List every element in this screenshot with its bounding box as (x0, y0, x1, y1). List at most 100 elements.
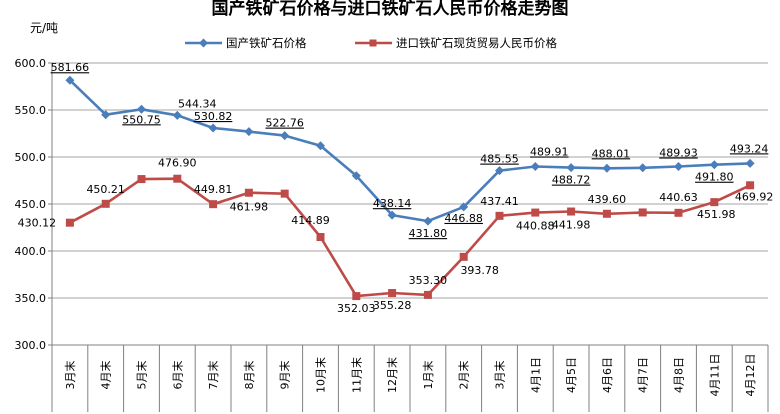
x-category-label: 1月末 (421, 361, 435, 390)
data-label-import: 353.30 (409, 274, 448, 287)
x-category-label: 3月末 (63, 361, 77, 390)
series-lines (68, 79, 751, 298)
x-category-label: 2月末 (457, 361, 471, 390)
data-label-import: 440.88 (516, 220, 555, 233)
data-point-domestic (280, 131, 290, 141)
data-label-domestic: 581.66 (51, 61, 90, 74)
chart-title: 国产铁矿石价格与进口铁矿石人民币价格走势图 (212, 0, 569, 19)
y-tick-label: 600.0 (15, 57, 47, 70)
data-point-import (638, 208, 647, 217)
data-point-domestic (316, 141, 325, 151)
y-tick-label: 350.0 (15, 292, 47, 305)
data-point-import (280, 189, 289, 198)
data-label-domestic: 446.88 (444, 212, 483, 225)
data-point-import (209, 200, 218, 209)
x-category-label: 7月末 (206, 361, 220, 390)
data-label-import: 437.41 (480, 195, 519, 208)
x-category-label: 4月5日 (565, 357, 578, 393)
data-point-import (388, 289, 397, 298)
legend-square-marker (369, 39, 377, 47)
data-label-import: 352.03 (337, 302, 376, 315)
data-label-import: 355.28 (373, 299, 412, 312)
data-label-domestic: 491.80 (695, 171, 734, 184)
legend-label-domestic: 国产铁矿石价格 (226, 36, 307, 50)
data-label-import: 461.98 (230, 201, 269, 214)
data-point-import (352, 292, 361, 301)
y-axis-unit: 元/吨 (30, 21, 58, 35)
data-point-domestic (674, 161, 683, 171)
y-tick-label: 450.0 (15, 198, 47, 211)
data-point-import (423, 290, 432, 299)
data-label-import: 441.98 (552, 219, 591, 232)
x-category-label: 5月末 (135, 361, 149, 390)
series-markers (65, 75, 755, 301)
data-point-domestic (351, 171, 361, 181)
data-point-domestic (423, 216, 433, 226)
x-category-label: 4月12日 (744, 354, 757, 397)
x-category-label: 4月8日 (673, 357, 686, 393)
data-label-domestic: 544.34 (178, 97, 217, 110)
data-label-import: 449.81 (194, 183, 233, 196)
data-label-domestic: 485.55 (480, 153, 519, 166)
data-label-domestic: 522.76 (265, 117, 304, 130)
data-point-import (459, 252, 468, 261)
x-category-label: 4月6日 (601, 357, 614, 393)
data-label-import: 414.89 (291, 214, 330, 227)
data-label-import: 430.12 (18, 217, 57, 230)
data-point-domestic (495, 166, 504, 176)
data-point-import (173, 174, 182, 183)
data-point-import (316, 233, 325, 242)
data-label-import: 450.21 (86, 183, 125, 196)
series-line-0 (68, 79, 751, 223)
data-point-domestic (101, 110, 111, 120)
data-point-domestic (566, 163, 576, 173)
data-point-import (567, 207, 576, 216)
data-point-domestic (387, 210, 397, 220)
data-label-domestic: 488.72 (552, 174, 591, 187)
data-point-domestic (638, 163, 648, 173)
data-point-domestic (459, 202, 469, 212)
x-category-label: 10月末 (314, 357, 328, 393)
data-point-domestic (709, 160, 719, 170)
data-label-domestic: 431.80 (409, 227, 448, 240)
axes (48, 62, 769, 412)
y-tick-label: 300.0 (15, 339, 47, 352)
data-label-import: 439.60 (588, 193, 627, 206)
data-label-import: 451.98 (697, 208, 736, 221)
data-label-import: 440.63 (659, 191, 698, 204)
data-point-domestic (745, 158, 755, 168)
data-label-domestic: 488.01 (592, 147, 631, 160)
x-category-label: 6月末 (170, 361, 184, 390)
data-point-domestic (65, 75, 75, 85)
y-tick-labels: 300.0 350.0 400.0 450.0 500.0 550.0 600.0 (15, 57, 47, 352)
data-point-domestic (137, 104, 146, 114)
x-category-label: 8月末 (242, 361, 256, 390)
x-category-label: 3月末 (493, 361, 507, 390)
x-category-label: 4月7日 (637, 357, 650, 393)
data-point-domestic (530, 161, 540, 171)
y-tick-label: 500.0 (15, 151, 47, 164)
data-point-import (65, 218, 74, 227)
data-point-domestic (244, 127, 254, 137)
data-point-import (137, 175, 146, 184)
x-category-label: 4月11日 (708, 354, 721, 397)
y-tick-label: 550.0 (15, 104, 47, 117)
data-label-domestic: 530.82 (194, 110, 233, 123)
data-point-import (244, 188, 253, 197)
x-category-labels: 3月末 4月末 5月末 6月末 7月末 8月末 9月末 10月末 11月末 12月末 1月末 2月末 3… (63, 354, 757, 397)
x-category-label: 4月末 (99, 361, 113, 390)
data-label-import: 393.78 (460, 264, 499, 277)
data-point-import (746, 181, 755, 190)
data-label-domestic: 489.91 (530, 145, 569, 158)
data-label-domestic: 489.93 (659, 146, 698, 159)
y-tick-label: 400.0 (15, 245, 47, 258)
data-label-domestic: 438.14 (373, 197, 412, 210)
data-point-import (674, 208, 683, 217)
x-category-label: 4月1日 (529, 357, 542, 393)
data-label-import: 476.90 (158, 157, 197, 170)
legend-diamond-marker (199, 38, 208, 48)
data-point-import (602, 209, 611, 218)
series-line-1 (69, 177, 751, 298)
